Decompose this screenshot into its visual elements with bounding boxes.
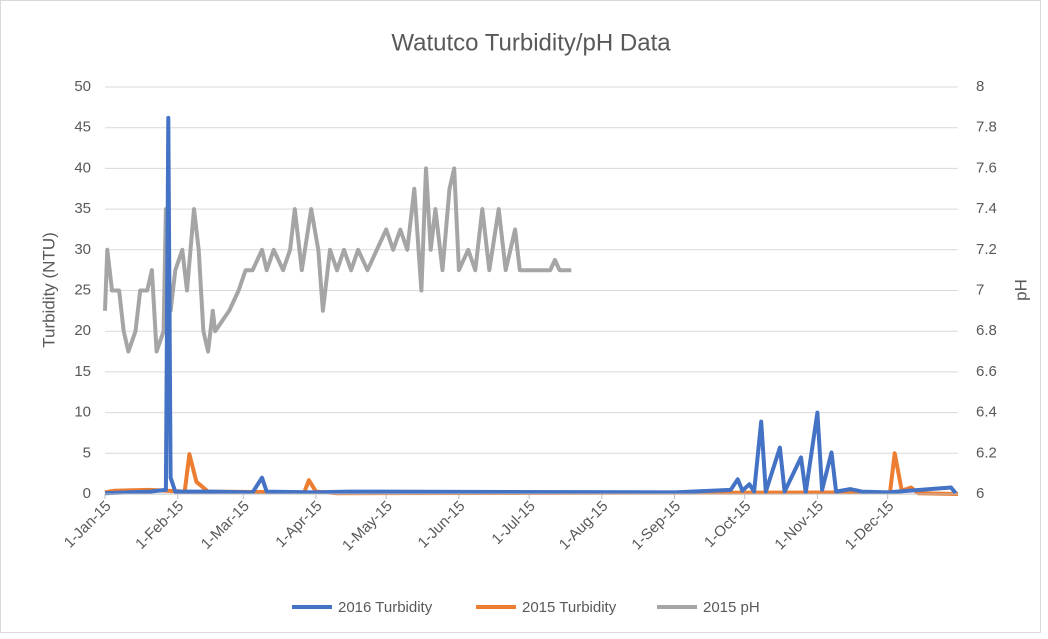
y-axis-label: Turbidity (NTU) (39, 232, 58, 348)
legend-label: 2015 Turbidity (522, 599, 617, 616)
y2-tick-label: 6 (976, 485, 984, 502)
y2-tick-label: 6.8 (976, 322, 997, 339)
series-line (104, 115, 958, 496)
y2-tick-label: 7.6 (976, 159, 997, 176)
y2-tick-label: 7.4 (976, 200, 997, 217)
y-tick-label: 10 (74, 404, 91, 421)
series-line (103, 166, 572, 354)
y2-tick-label: 7.8 (976, 119, 997, 136)
y2-tick-label: 8 (976, 78, 984, 95)
y-tick-label: 20 (74, 322, 91, 339)
y-tick-label: 15 (74, 363, 91, 380)
chart-title: Watutco Turbidity/pH Data (391, 29, 671, 56)
y2-tick-label: 7.2 (976, 241, 997, 258)
y2-tick-label: 7 (976, 281, 984, 298)
y-tick-label: 25 (74, 281, 91, 298)
y-tick-label: 5 (83, 444, 91, 461)
y-tick-label: 40 (74, 159, 91, 176)
y2-tick-label: 6.2 (976, 444, 997, 461)
y-tick-label: 0 (83, 485, 91, 502)
legend-label: 2015 pH (703, 599, 760, 616)
y-tick-label: 45 (74, 119, 91, 136)
y-tick-label: 50 (74, 78, 91, 95)
y2-tick-label: 6.4 (976, 404, 997, 421)
y2-tick-label: 6.6 (976, 363, 997, 380)
y-tick-label: 30 (74, 241, 91, 258)
legend-label: 2016 Turbidity (338, 599, 433, 616)
y-tick-label: 35 (74, 200, 91, 217)
y2-axis-label: pH (1011, 279, 1030, 301)
